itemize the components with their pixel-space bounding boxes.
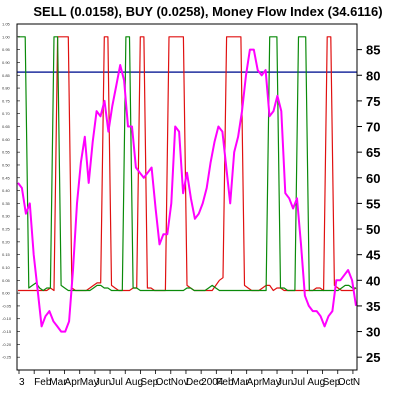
left-y-tick-label: -0.10: [2, 316, 12, 321]
series-line-money-flow-index: [17, 48, 357, 333]
left-y-tick-label: -0.05: [2, 303, 12, 308]
x-tick-label: Mar: [232, 377, 250, 388]
x-tick-label: Sep: [323, 377, 341, 388]
x-tick-label: May: [262, 377, 281, 388]
left-y-tick-label: 0.75: [2, 98, 11, 103]
right-y-tick-label: 50: [366, 222, 380, 237]
left-y-tick-label: 0.30: [2, 214, 11, 219]
right-y-tick-label: 30: [366, 325, 380, 340]
left-y-tick-label: 0.60: [2, 137, 11, 142]
left-y-tick-label: 0.20: [2, 239, 11, 244]
x-tick-label: Feb: [34, 377, 52, 388]
left-y-tick-label: 0.90: [2, 60, 11, 65]
plot-frame: [16, 23, 358, 371]
x-tick-label: 2004: [201, 377, 224, 388]
left-y-tick-label: -0.15: [2, 329, 12, 334]
x-tick-label: Dec: [186, 377, 204, 388]
x-tick-label: Oct: [338, 377, 354, 388]
x-tick-label: Apr: [65, 377, 81, 388]
x-tick-label: Feb: [216, 377, 234, 388]
x-tick-label: Aug: [125, 377, 143, 388]
left-y-tick-label: 0.35: [2, 201, 11, 206]
left-y-tick-label: 1.00: [2, 34, 11, 39]
left-y-tick-label: 0.10: [2, 265, 11, 270]
left-y-tick-label: -0.25: [2, 355, 12, 360]
x-tick-label: Jun: [277, 377, 293, 388]
series-layer: [17, 36, 357, 333]
x-tick-label: May: [80, 377, 99, 388]
left-y-tick-label: 0.70: [2, 111, 11, 116]
right-y-tick-label: 45: [366, 248, 380, 263]
x-tick-label: Jul: [292, 377, 305, 388]
left-y-tick-label: 0.80: [2, 86, 11, 91]
x-tick-label: N: [353, 377, 360, 388]
right-y-tick-label: 60: [366, 171, 380, 186]
x-tick-label: Apr: [247, 377, 263, 388]
x-tick-label: Sep: [140, 377, 158, 388]
left-y-tick-label: 0.95: [2, 47, 11, 52]
x-tick-label: Jul: [110, 377, 123, 388]
series-line-buy: [18, 36, 356, 292]
left-y-tick-label: 0.05: [2, 278, 11, 283]
left-y-tick-label: 0.45: [2, 175, 11, 180]
left-y-tick-label: 1.05: [2, 22, 11, 27]
right-y-tick-label: 65: [366, 145, 380, 160]
axes: [16, 24, 358, 371]
right-y-tick-label: 55: [366, 196, 380, 211]
right-y-tick-label: 70: [366, 120, 380, 135]
right-y-tick-label: 85: [366, 43, 380, 58]
chart-title: SELL (0.0158), BUY (0.0258), Money Flow …: [33, 4, 382, 19]
left-y-ticks: 1.05 1.00 0.95 0.90 0.85 0.80 0.75 0.70 0.65 0.60…: [2, 22, 20, 360]
series-line-sell: [18, 36, 357, 292]
left-y-tick-label: 0.25: [2, 227, 11, 232]
left-y-tick-label: 0.55: [2, 150, 11, 155]
right-y-tick-label: 25: [366, 350, 380, 365]
right-y-tick-label: 40: [366, 273, 380, 288]
left-y-tick-label: -0.20: [2, 342, 12, 347]
right-y-tick-label: 80: [366, 68, 380, 83]
right-y-ticks: 85 80 75 70 65 60 55 50 45 40 35 30 25: [357, 43, 380, 365]
plot-area: [16, 23, 358, 371]
x-tick-label: Mar: [49, 377, 67, 388]
left-y-tick-label: 0.65: [2, 124, 11, 129]
left-y-tick-label: 0.50: [2, 162, 11, 167]
left-y-tick-label: 0.15: [2, 252, 11, 257]
left-y-tick-label: 0.85: [2, 73, 11, 78]
x-tick-label: 3: [19, 377, 25, 388]
x-tick-label: Aug: [307, 377, 325, 388]
right-y-tick-label: 35: [366, 299, 380, 314]
left-y-tick-label: 0.40: [2, 188, 11, 193]
x-tick-label: Jun: [95, 377, 111, 388]
left-y-tick-label: 0.00: [2, 291, 11, 296]
x-tick-label: Nov: [171, 377, 189, 388]
right-y-tick-label: 75: [366, 94, 380, 109]
x-tick-label: Oct: [156, 377, 172, 388]
